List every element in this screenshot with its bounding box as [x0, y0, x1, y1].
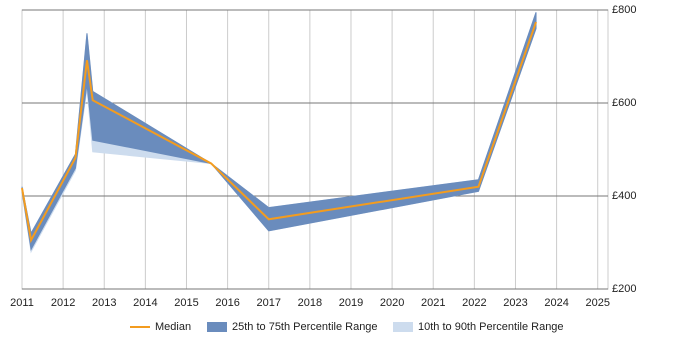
median-line	[21, 21, 537, 244]
x-tick-label: 2011	[10, 297, 34, 309]
x-tick-label: 2018	[298, 297, 322, 309]
x-tick-label: 2013	[92, 297, 116, 309]
x-tick-label: 2016	[215, 297, 239, 309]
legend-label: 10th to 90th Percentile Range	[418, 321, 564, 333]
y-tick-label: £200	[612, 283, 636, 295]
percentile-band	[21, 12, 537, 252]
y-tick-label: £400	[612, 190, 636, 202]
x-tick-label: 2020	[380, 297, 404, 309]
x-tick-label: 2023	[503, 297, 527, 309]
x-tick-label: 2017	[256, 297, 280, 309]
x-tick-label: 2022	[462, 297, 486, 309]
legend-label: 25th to 75th Percentile Range	[232, 321, 378, 333]
y-tick-label: £600	[612, 97, 636, 109]
x-tick-label: 2012	[51, 297, 75, 309]
x-tick-label: 2019	[339, 297, 363, 309]
legend-swatch	[393, 322, 413, 332]
x-tick-label: 2024	[544, 297, 568, 309]
x-tick-label: 2021	[421, 297, 445, 309]
y-tick-label: £800	[612, 4, 636, 16]
legend-label: Median	[155, 321, 191, 333]
x-tick-label: 2014	[133, 297, 157, 309]
x-tick-label: 2015	[174, 297, 198, 309]
x-tick-label: 2025	[585, 297, 609, 309]
legend-swatch	[207, 322, 227, 332]
